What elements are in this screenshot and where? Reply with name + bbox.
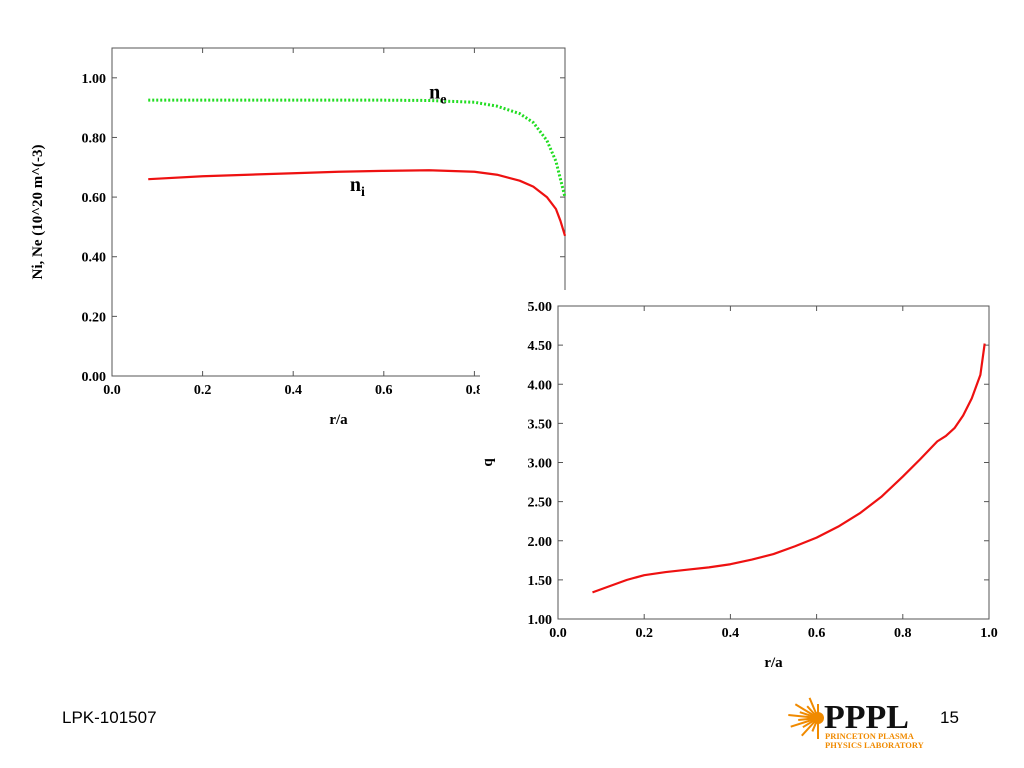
q-y-tick-label: 3.50	[528, 417, 553, 432]
density-labels: 0.0 0.2 0.4 0.6 0.8 0.00 0.20 0.40 0.60 0.80 1.00 r…	[30, 72, 483, 428]
density-x-tick-label: 0.0	[103, 383, 121, 398]
logo-main-text: PPPL	[824, 699, 909, 736]
density-series-line	[148, 169, 567, 237]
q-x-axis-label: r/a	[764, 655, 783, 671]
q-y-tick-label: 5.00	[528, 300, 553, 315]
density-y-axis-label: Ni, Ne (10^20 m^(-3)	[30, 145, 46, 280]
density-y-tick-label: 1.00	[82, 72, 107, 87]
logo-sunburst-icon	[788, 697, 824, 739]
q-series	[592, 343, 986, 594]
q-y-tick-label: 4.00	[528, 378, 553, 393]
series-label: ni	[350, 174, 365, 200]
q-x-tick-label: 0.2	[635, 626, 653, 641]
q-y-tick-label: 3.00	[528, 457, 553, 472]
q-y-tick-label: 2.00	[528, 535, 553, 550]
density-plot-frame	[111, 47, 566, 377]
safety-factor-chart: 0.0 0.2 0.4 0.6 0.8 1.0 1.00 1.50 2.00 2.50 3.00 3.…	[480, 290, 1010, 680]
density-x-tick-label: 0.6	[375, 383, 393, 398]
density-y-tick-label: 0.20	[82, 310, 107, 325]
density-y-tick-label: 0.80	[82, 131, 107, 146]
density-y-tick-label: 0.60	[82, 191, 107, 206]
q-x-tick-label: 0.8	[894, 626, 912, 641]
q-labels: 0.0 0.2 0.4 0.6 0.8 1.0 1.00 1.50 2.00 2.50 3.00 3.…	[480, 300, 998, 671]
q-series-line	[592, 343, 986, 594]
q-x-tick-label: 0.6	[808, 626, 826, 641]
pppl-logo: PPPL PRINCETON PLASMA PHYSICS LABORATORY	[788, 697, 924, 750]
q-y-tick-label: 2.50	[528, 496, 553, 511]
logo-sun-core	[812, 712, 824, 724]
q-x-tick-label: 1.0	[980, 626, 998, 641]
density-x-tick-label: 0.4	[284, 383, 302, 398]
q-x-tick-label: 0.4	[722, 626, 740, 641]
q-axes	[557, 305, 990, 620]
density-chart: 0.0 0.2 0.4 0.6 0.8 0.00 0.20 0.40 0.60 0.80 1.00 r…	[30, 47, 567, 428]
q-y-tick-label: 1.50	[528, 574, 553, 589]
q-y-axis-label: q	[480, 458, 496, 467]
density-series	[148, 98, 567, 237]
density-y-tick-label: 0.40	[82, 251, 107, 266]
density-x-axis-label: r/a	[329, 412, 348, 428]
q-x-tick-label: 0.0	[549, 626, 567, 641]
density-x-tick-label: 0.2	[194, 383, 212, 398]
footer-label: LPK-101507	[62, 708, 157, 727]
logo-sub-text-2: PHYSICS LABORATORY	[825, 740, 924, 750]
page-number: 15	[940, 708, 959, 727]
logo-sub-text-1: PRINCETON PLASMA	[825, 731, 915, 741]
density-x-tick-label: 0.8	[466, 383, 484, 398]
q-y-tick-label: 4.50	[528, 339, 553, 354]
density-series-line	[148, 98, 567, 198]
density-y-tick-label: 0.00	[82, 370, 107, 385]
q-chart-background	[480, 290, 1010, 680]
series-label: ne	[429, 82, 446, 108]
q-y-tick-label: 1.00	[528, 613, 553, 628]
